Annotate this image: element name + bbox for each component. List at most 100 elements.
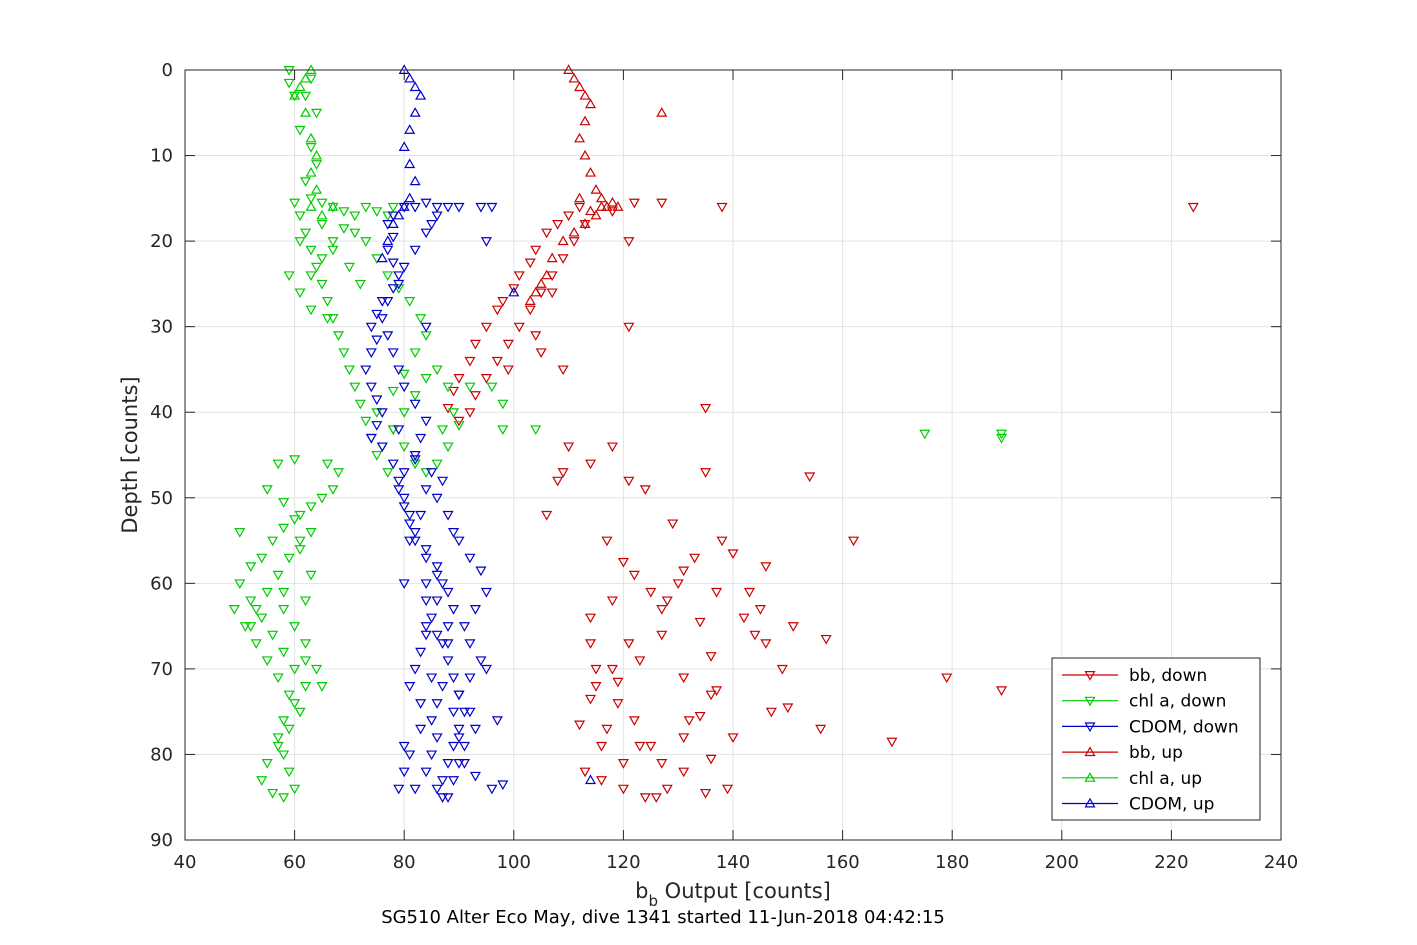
data-point: [415, 89, 427, 100]
data-point: [437, 639, 449, 649]
data-point: [278, 716, 290, 726]
data-point: [656, 759, 668, 769]
data-point: [420, 416, 432, 427]
data-point: [387, 258, 399, 269]
data-point: [437, 425, 449, 436]
data-point: [754, 605, 766, 615]
data-point: [294, 237, 306, 247]
data-point: [310, 160, 323, 170]
data-point: [628, 198, 640, 209]
data-point: [415, 314, 427, 324]
data-point: [606, 664, 618, 675]
data-point: [382, 235, 394, 246]
data-point: [623, 476, 635, 487]
legend-marker: [1084, 797, 1096, 808]
data-point: [431, 570, 443, 581]
data-point: [491, 356, 503, 367]
data-point: [727, 549, 739, 560]
data-point: [442, 793, 454, 803]
series-0: [442, 198, 1199, 803]
data-point: [678, 767, 690, 778]
data-point: [272, 733, 284, 744]
data-point: [349, 382, 361, 393]
x-tick-label: 240: [1264, 852, 1298, 873]
data-point: [437, 682, 449, 692]
data-point: [316, 254, 328, 264]
data-point: [437, 579, 449, 590]
data-point: [349, 228, 361, 239]
data-point: [606, 596, 618, 607]
data-point: [563, 442, 575, 453]
data-point: [469, 771, 481, 782]
y-tick-label: 80: [150, 744, 173, 765]
data-point: [316, 220, 328, 230]
data-point: [278, 498, 290, 508]
data-point: [656, 198, 668, 209]
data-point: [442, 442, 454, 453]
y-tick-label: 70: [150, 659, 173, 680]
data-point: [420, 228, 432, 239]
data-point: [327, 237, 339, 247]
data-point: [480, 587, 492, 598]
series-4: [289, 64, 339, 220]
data-point: [574, 202, 586, 213]
data-point: [437, 476, 449, 487]
data-point: [300, 72, 312, 83]
data-point: [289, 784, 301, 795]
data-point: [387, 386, 399, 397]
data-point: [398, 262, 410, 273]
data-point: [557, 235, 569, 246]
data-point: [442, 656, 454, 667]
data-point: [804, 472, 816, 483]
legend-marker: [1084, 772, 1096, 782]
data-point: [393, 279, 405, 290]
data-point: [497, 399, 509, 410]
data-point: [409, 107, 421, 117]
data-point: [327, 314, 339, 324]
data-point: [437, 776, 449, 786]
data-point: [634, 741, 646, 752]
data-point: [623, 322, 635, 333]
data-point: [267, 788, 279, 799]
data-point: [464, 673, 476, 684]
data-point: [705, 652, 717, 662]
data-point: [300, 228, 312, 239]
data-point: [256, 776, 268, 786]
data-point: [261, 587, 273, 598]
data-point: [398, 579, 410, 590]
data-point: [574, 720, 586, 731]
data-point: [305, 194, 317, 205]
data-point: [404, 297, 416, 307]
data-point: [272, 570, 284, 581]
data-point: [283, 690, 295, 701]
data-point: [848, 536, 860, 547]
data-point: [541, 228, 553, 239]
axis-ticks: 40 60 80 100 120 140 160 180 200 220 240 0 10 20 30 40 5…: [150, 60, 1298, 873]
data-point: [415, 433, 427, 444]
data-point: [480, 322, 492, 333]
data-point: [513, 322, 525, 333]
data-point: [579, 218, 591, 228]
data-point: [393, 209, 405, 220]
data-point: [393, 485, 405, 495]
data-point: [716, 536, 728, 547]
data-point: [491, 305, 503, 316]
data-point: [595, 776, 608, 786]
data-point: [782, 703, 794, 714]
data-point: [420, 622, 432, 632]
y-axis-label: Depth [counts]: [118, 376, 142, 533]
y-tick-label: 10: [150, 146, 173, 167]
data-point: [234, 579, 246, 590]
data-point: [584, 98, 597, 109]
data-point: [365, 348, 377, 359]
data-point: [776, 664, 788, 675]
data-point: [398, 442, 410, 453]
data-point: [404, 750, 416, 761]
data-point: [606, 196, 618, 207]
x-tick-label: 200: [1045, 852, 1079, 873]
data-point: [267, 536, 279, 547]
data-point: [458, 707, 471, 718]
data-point: [283, 78, 295, 89]
data-point: [469, 339, 481, 350]
data-point: [584, 166, 597, 177]
